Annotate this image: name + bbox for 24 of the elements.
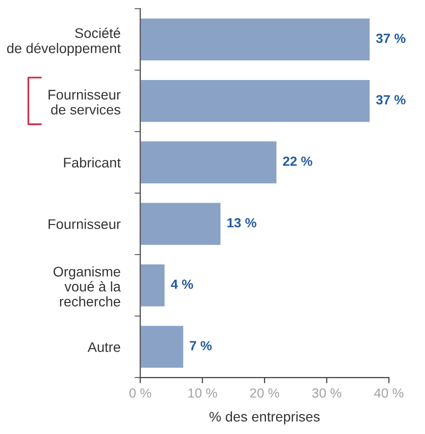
data-label: 13 % [227, 218, 256, 228]
bar [140, 263, 166, 308]
x-tick-label: 10 % [188, 388, 217, 398]
data-label: 22 % [283, 156, 312, 166]
data-label: 4 % [170, 280, 194, 289]
y-tick-label: Fournisseur de services [48, 89, 121, 115]
x-axis-title: % des entreprises [209, 411, 320, 424]
y-tick-label: Autre [88, 342, 120, 352]
data-label: 37 % [376, 95, 406, 104]
y-tick-label: Fournisseur [48, 218, 121, 230]
bar [140, 324, 184, 369]
x-tick-label: 30 % [312, 388, 342, 398]
data-label: 7 % [190, 341, 212, 350]
y-tick-label: Société de développement [7, 28, 121, 56]
x-tick-label: 0 % [129, 388, 152, 398]
y-tick-label: Fabricant [64, 157, 121, 168]
y-tick-label: Organisme voué à la recherche [54, 266, 121, 306]
bar [140, 78, 371, 123]
data-label: 37 % [376, 34, 406, 43]
bar [140, 17, 371, 62]
bar [140, 202, 222, 246]
x-tick-label: 20 % [250, 388, 280, 398]
bar [140, 140, 278, 184]
x-tick-label: 40 % [374, 388, 404, 398]
